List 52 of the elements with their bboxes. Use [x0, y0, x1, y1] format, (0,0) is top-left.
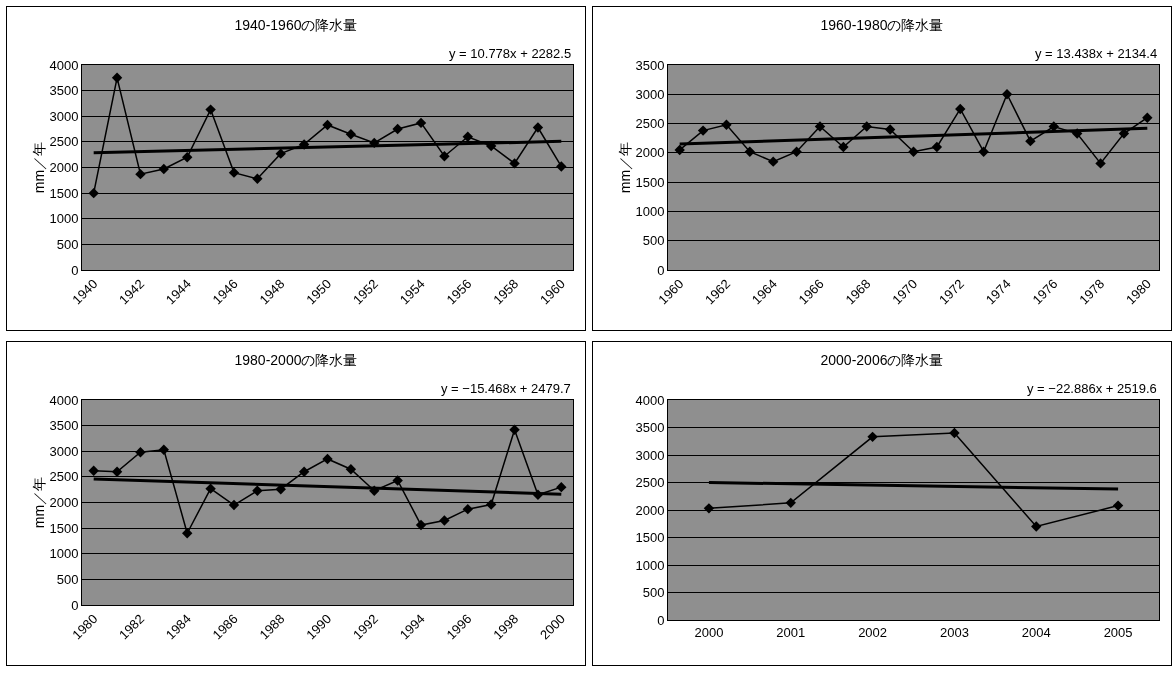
y-tick-label: 500 — [642, 585, 665, 601]
y-tick-label: 3000 — [49, 108, 79, 124]
y-tick-label: 1000 — [635, 557, 665, 573]
text: y = −22.886x + 2519.6 — [1027, 381, 1157, 396]
y-tick-label: 0 — [71, 597, 79, 613]
y-axis-title: mm／年 — [617, 141, 633, 194]
y-tick-label: 500 — [642, 233, 665, 249]
y-tick-label: 3000 — [635, 86, 665, 102]
x-tick-label: 2001 — [776, 624, 806, 640]
x-tick-label: 2003 — [939, 624, 969, 640]
y-tick-label: 1000 — [49, 546, 79, 562]
y-tick-label: 1500 — [49, 185, 79, 201]
y-tick-label: 1000 — [49, 211, 79, 227]
y-tick-label: 4000 — [49, 392, 79, 408]
chart-title: 1980-2000の降水量 — [234, 351, 358, 368]
y-tick-label: 2500 — [49, 469, 79, 485]
x-tick-label: 2005 — [1103, 624, 1133, 640]
y-tick-label: 3500 — [635, 57, 665, 73]
y-tick-label: 500 — [56, 571, 79, 587]
x-tick-label: 2000 — [694, 624, 724, 640]
y-tick-label: 2500 — [49, 134, 79, 150]
y-tick-label: 3500 — [49, 418, 79, 434]
text: y = 13.438x + 2134.4 — [1035, 46, 1158, 61]
y-tick-label: 1500 — [635, 174, 665, 190]
y-axis-title: mm／年 — [31, 141, 47, 194]
chart-title: 1940-1960の降水量 — [234, 16, 358, 33]
y-tick-label: 2000 — [635, 502, 665, 518]
y-tick-label: 2000 — [635, 145, 665, 161]
y-tick-label: 1000 — [635, 203, 665, 219]
y-tick-label: 500 — [56, 236, 79, 252]
y-tick-label: 3000 — [635, 447, 665, 463]
y-axis-title: mm／年 — [31, 476, 47, 529]
y-tick-label: 2500 — [635, 116, 665, 132]
x-tick-label: 2004 — [1021, 624, 1051, 640]
y-tick-label: 0 — [71, 262, 79, 278]
y-tick-label: 2000 — [49, 160, 79, 176]
y-tick-label: 2500 — [635, 475, 665, 491]
x-tick-label: 2002 — [858, 624, 888, 640]
y-tick-label: 0 — [657, 612, 665, 628]
y-tick-label: 3000 — [49, 443, 79, 459]
text: y = −15.468x + 2479.7 — [441, 381, 571, 396]
y-tick-label: 1500 — [49, 520, 79, 536]
y-tick-label: 3500 — [49, 83, 79, 99]
text: y = 10.778x + 2282.5 — [449, 46, 572, 61]
y-tick-label: 0 — [657, 262, 665, 278]
chart-title: 1960-1980の降水量 — [820, 16, 944, 33]
y-tick-label: 1500 — [635, 530, 665, 546]
y-tick-label: 4000 — [635, 392, 665, 408]
y-tick-label: 2000 — [49, 495, 79, 511]
chart-title: 2000-2006の降水量 — [820, 351, 944, 368]
y-tick-label: 3500 — [635, 420, 665, 436]
y-tick-label: 4000 — [49, 57, 79, 73]
